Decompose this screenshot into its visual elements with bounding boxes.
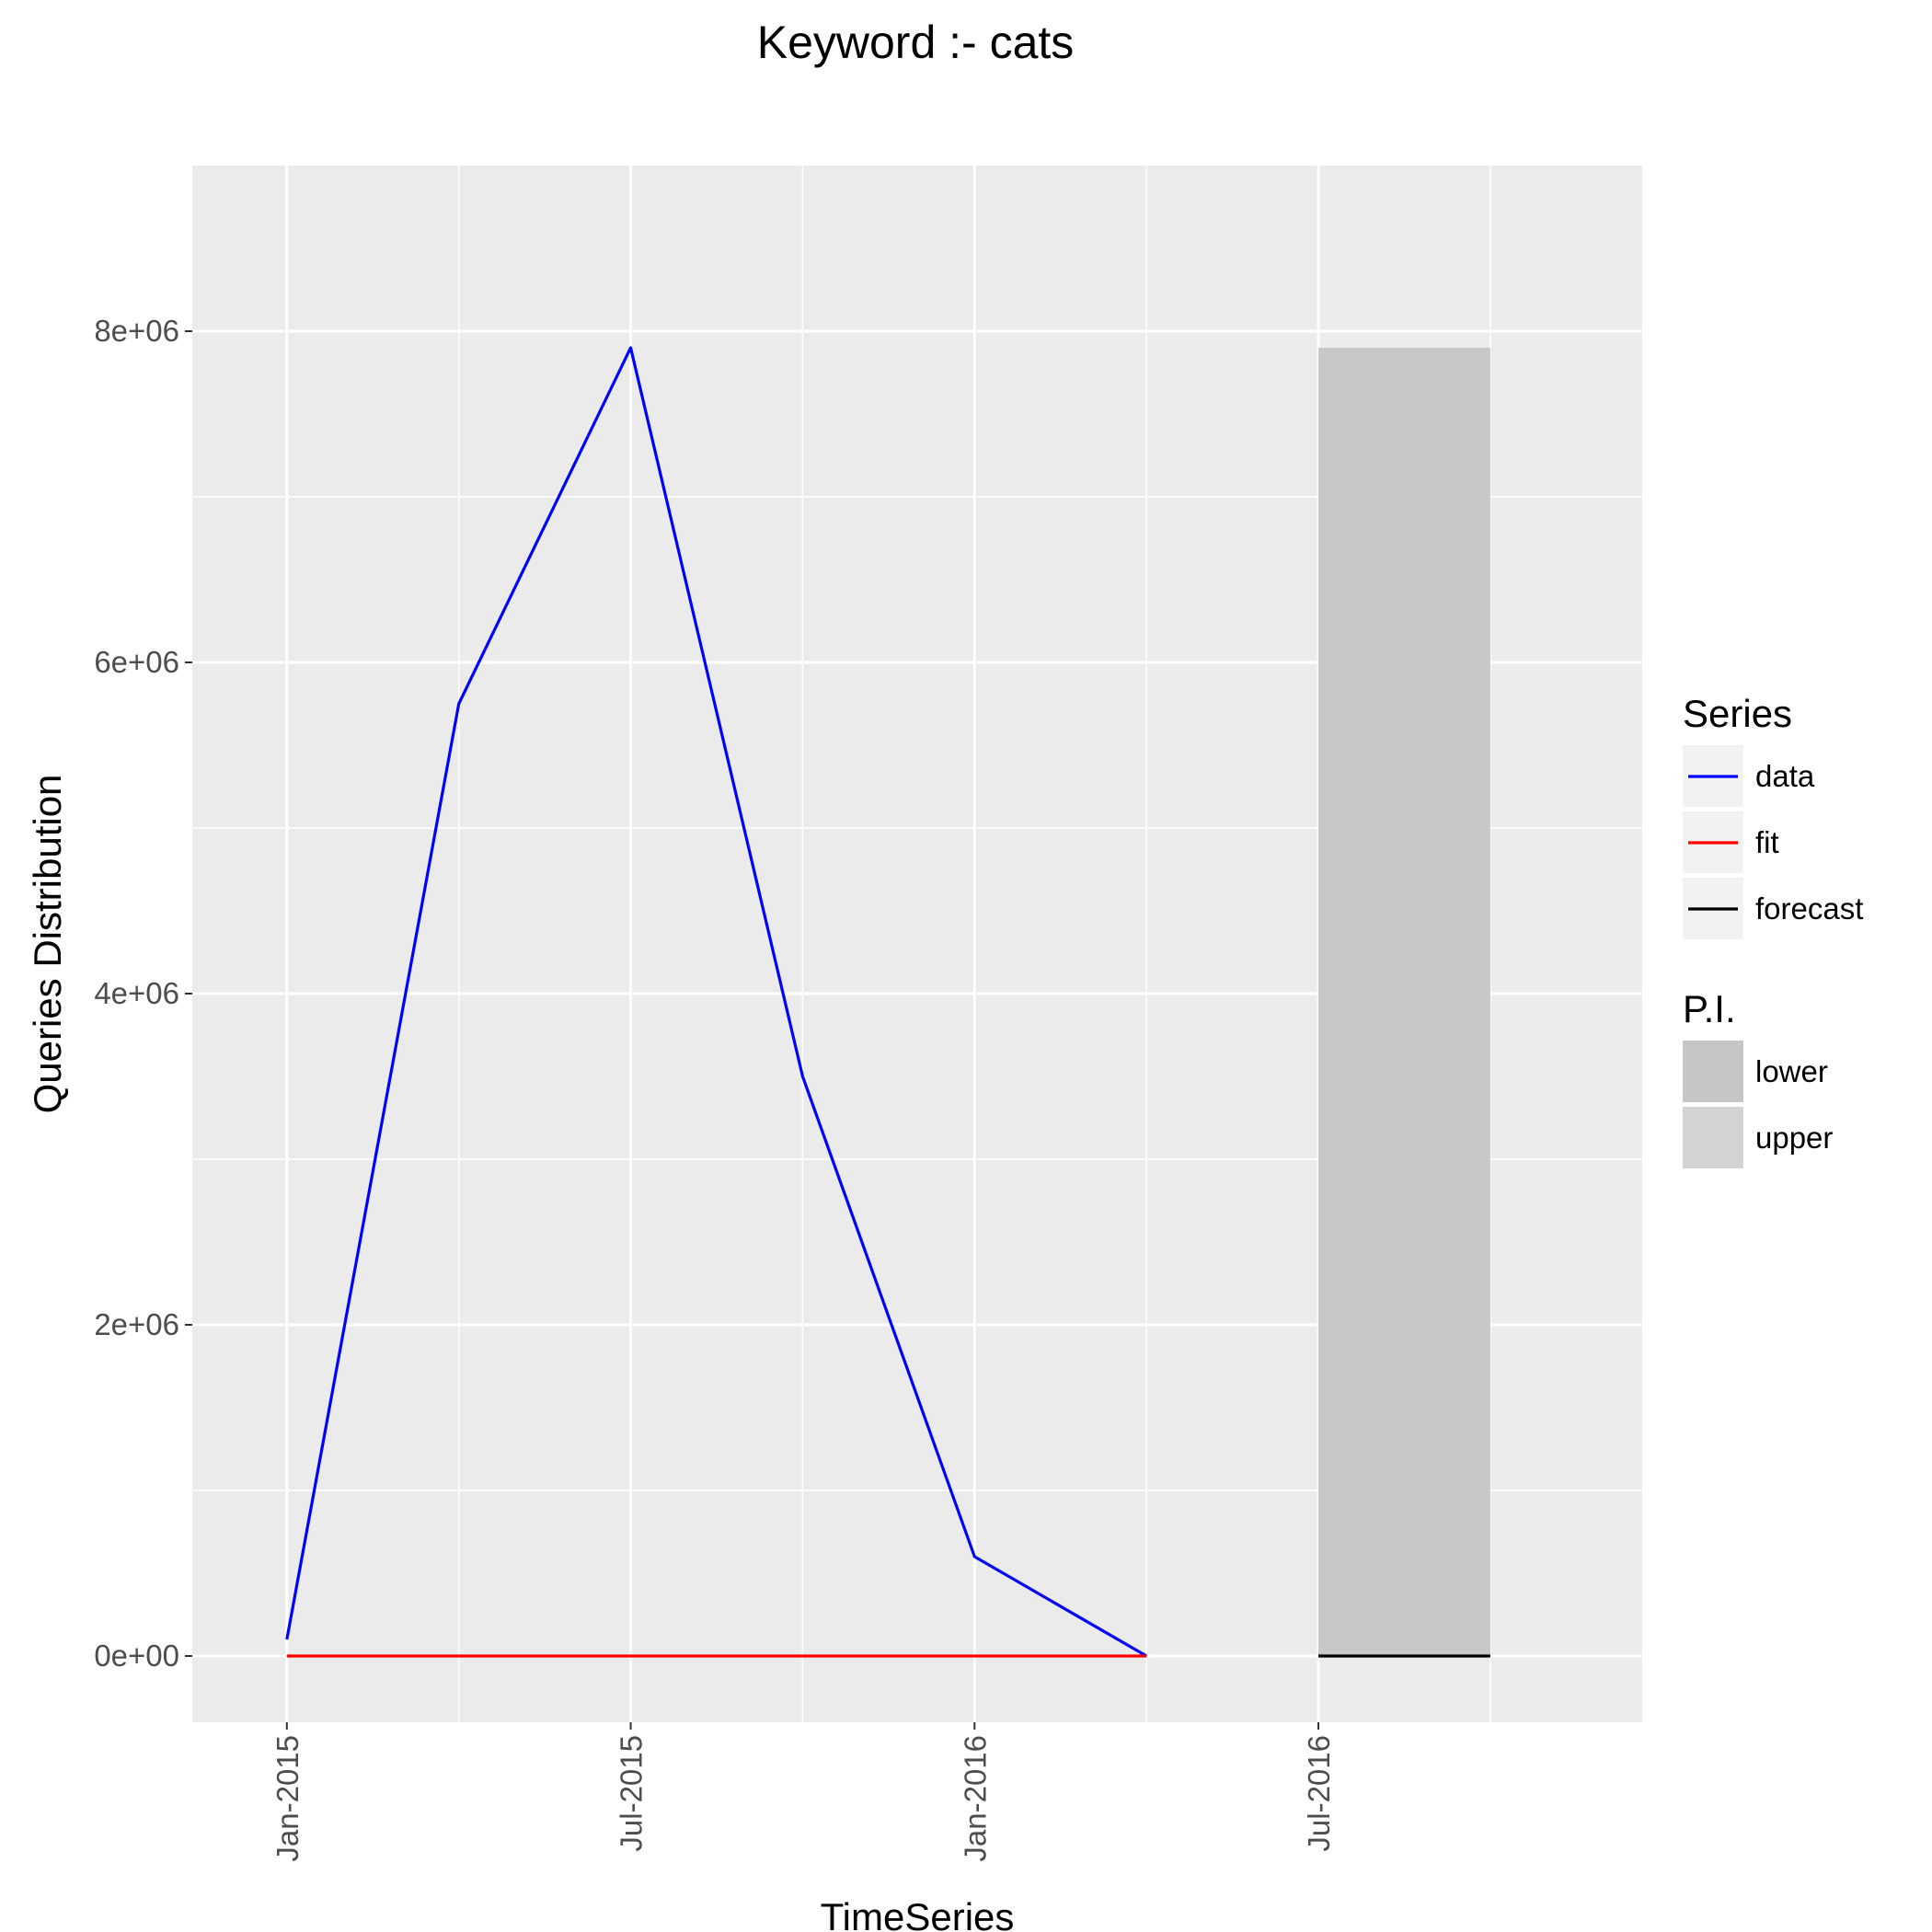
legend-label-forecast: forecast <box>1755 891 1863 926</box>
chart-title: Keyword :- cats <box>757 17 1075 68</box>
legend-label-data: data <box>1755 759 1815 793</box>
legend-title-series: Series <box>1683 692 1792 735</box>
legend-key-upper <box>1683 1107 1743 1168</box>
legend-label-fit: fit <box>1755 825 1779 859</box>
legend: Series data fit forecast P.I. lower upper <box>1683 692 1863 1168</box>
y-tick-label: 4e+06 <box>94 976 179 1010</box>
x-tick-label: Jul-2016 <box>1302 1735 1336 1852</box>
legend-title-pi: P.I. <box>1683 987 1736 1030</box>
x-axis: Jan-2015 Jul-2015 Jan-2016 Jul-2016 <box>270 1722 1336 1862</box>
series-layer <box>285 346 1490 1658</box>
prediction-interval-band <box>1318 348 1490 1656</box>
x-tick-label: Jan-2016 <box>958 1735 992 1862</box>
series-line-data <box>285 346 1148 1658</box>
x-tick-label: Jul-2015 <box>615 1735 649 1852</box>
y-tick-label: 8e+06 <box>94 314 179 348</box>
x-axis-title: TimeSeries <box>821 1895 1015 1932</box>
legend-label-lower: lower <box>1755 1054 1828 1088</box>
legend-label-upper: upper <box>1755 1121 1833 1155</box>
y-axis-title: Queries Distribution <box>26 775 69 1114</box>
prediction-interval-layer <box>1318 348 1490 1656</box>
y-tick-label: 6e+06 <box>94 645 179 679</box>
legend-key-lower <box>1683 1041 1743 1102</box>
y-tick-label: 2e+06 <box>94 1307 179 1341</box>
y-axis: 0e+00 2e+06 4e+06 6e+06 8e+06 <box>94 314 192 1673</box>
y-tick-label: 0e+00 <box>94 1639 179 1673</box>
x-tick-label: Jan-2015 <box>270 1735 305 1862</box>
major-gridlines <box>192 166 1642 1722</box>
